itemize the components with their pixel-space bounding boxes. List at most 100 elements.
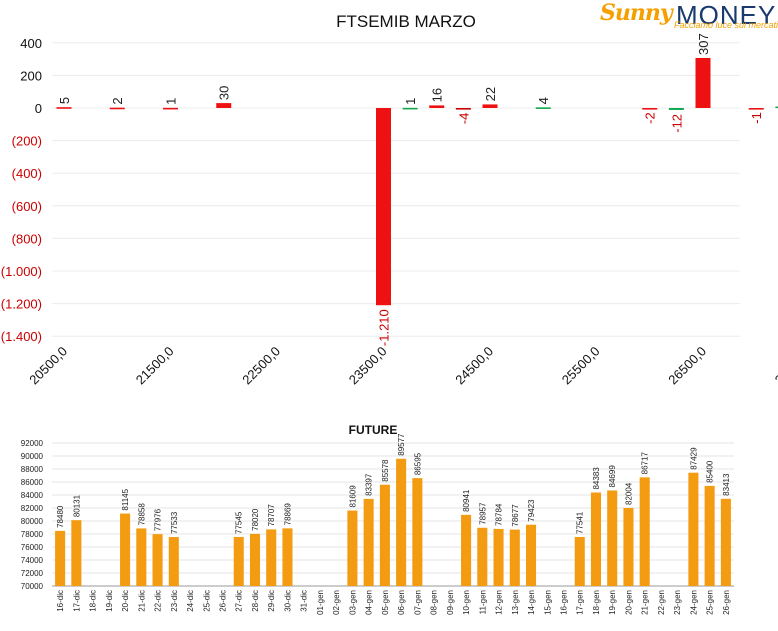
future-x-tick-label: 04-gen bbox=[365, 590, 374, 615]
options-data-label: 307 bbox=[696, 33, 711, 55]
future-x-tick-label: 11-gen bbox=[478, 590, 487, 614]
options-y-tick-label: (1.400) bbox=[1, 329, 42, 344]
options-y-tick-label: 0 bbox=[35, 101, 42, 116]
future-data-label: 89577 bbox=[397, 433, 406, 456]
future-x-tick-label: 30-dic bbox=[283, 590, 292, 612]
future-data-label: 77541 bbox=[576, 511, 585, 534]
future-data-label: 86595 bbox=[413, 452, 422, 475]
options-x-tick-label: 20500,0 bbox=[26, 344, 70, 388]
options-bar bbox=[216, 103, 232, 108]
future-y-tick-label: 76000 bbox=[21, 543, 44, 552]
options-bar bbox=[748, 108, 764, 110]
options-data-label: -12 bbox=[669, 114, 684, 133]
future-x-tick-label: 03-gen bbox=[348, 590, 357, 615]
future-y-tick-label: 90000 bbox=[21, 452, 44, 461]
future-bar bbox=[379, 484, 390, 586]
future-data-label: 78020 bbox=[251, 508, 260, 531]
options-x-tick-label: 25500,0 bbox=[559, 344, 603, 388]
future-x-tick-label: 06-gen bbox=[397, 590, 406, 615]
future-x-tick-label: 28-dic bbox=[251, 590, 260, 612]
future-x-tick-label: 25-dic bbox=[202, 590, 211, 612]
options-x-tick-label: 26500,0 bbox=[665, 344, 709, 388]
options-bar bbox=[56, 107, 72, 109]
future-x-tick-label: 19-dic bbox=[105, 590, 114, 612]
future-data-label: 78858 bbox=[137, 503, 146, 526]
future-y-tick-label: 92000 bbox=[21, 439, 44, 448]
future-data-label: 86717 bbox=[641, 452, 650, 475]
future-x-tick-label: 16-dic bbox=[56, 590, 65, 612]
future-y-tick-label: 72000 bbox=[21, 569, 44, 578]
future-data-label: 78957 bbox=[478, 502, 487, 525]
options-y-tick-label: (1.200) bbox=[1, 297, 42, 312]
future-x-tick-label: 07-gen bbox=[413, 590, 422, 615]
future-x-tick-label: 21-dic bbox=[137, 590, 146, 612]
options-data-label: 5 bbox=[57, 97, 72, 104]
future-x-tick-label: 16-gen bbox=[560, 590, 569, 615]
options-data-label: 22 bbox=[483, 87, 498, 101]
future-data-label: 78707 bbox=[267, 504, 276, 527]
options-data-label: -1.210 bbox=[377, 309, 392, 346]
future-bar bbox=[623, 507, 634, 586]
future-data-label: 83413 bbox=[722, 473, 731, 496]
future-data-label: 81145 bbox=[121, 488, 130, 510]
options-bar bbox=[376, 108, 391, 306]
options-y-tick-label: (800) bbox=[12, 231, 42, 246]
future-bar bbox=[71, 520, 82, 586]
options-data-label: 1 bbox=[164, 98, 179, 105]
future-x-tick-label: 29-dic bbox=[267, 590, 276, 612]
options-data-label: 9 bbox=[776, 96, 778, 103]
future-bar bbox=[168, 537, 179, 586]
future-x-tick-label: 22-dic bbox=[154, 590, 163, 612]
options-bar bbox=[455, 108, 471, 110]
brand-logo: Sunny MONEY Facciamo luce sui mercati bbox=[596, 0, 778, 34]
future-data-label: 78480 bbox=[56, 505, 65, 528]
future-bar bbox=[509, 529, 520, 586]
future-x-tick-label: 25-gen bbox=[706, 590, 715, 615]
future-data-label: 77533 bbox=[170, 511, 179, 534]
future-chart-title: FUTURE bbox=[349, 423, 398, 437]
options-data-label: -4 bbox=[456, 113, 471, 125]
brand-tagline: Facciamo luce sui mercati bbox=[674, 20, 778, 30]
future-x-tick-label: 15-gen bbox=[543, 590, 552, 615]
future-bar bbox=[720, 498, 731, 586]
future-bar bbox=[639, 477, 650, 586]
future-x-tick-label: 20-gen bbox=[624, 590, 633, 615]
future-x-tick-label: 26-gen bbox=[722, 590, 731, 615]
future-x-tick-label: 02-gen bbox=[332, 590, 341, 615]
options-y-tick-label: (200) bbox=[12, 134, 42, 149]
options-x-tick-label: 21500,0 bbox=[133, 344, 177, 388]
options-y-tick-label: 200 bbox=[20, 68, 42, 83]
options-chart-title: FTSEMIB MARZO bbox=[336, 12, 476, 31]
future-x-tick-label: 17-dic bbox=[72, 590, 81, 612]
future-x-tick-label: 23-dic bbox=[170, 590, 179, 612]
future-y-tick-label: 80000 bbox=[21, 517, 44, 526]
future-bar bbox=[55, 530, 66, 586]
options-bar bbox=[775, 106, 778, 109]
future-x-tick-label: 20-dic bbox=[121, 590, 130, 612]
options-data-label: 2 bbox=[110, 97, 125, 104]
future-x-tick-label: 14-gen bbox=[527, 590, 536, 615]
future-bar bbox=[574, 536, 585, 586]
future-bar bbox=[607, 490, 618, 586]
options-x-tick-label: 23500,0 bbox=[346, 344, 390, 388]
future-bar bbox=[152, 534, 163, 586]
future-bar bbox=[136, 528, 147, 586]
future-x-tick-label: 18-gen bbox=[592, 590, 601, 615]
future-x-tick-label: 24-gen bbox=[689, 590, 698, 615]
future-bar bbox=[688, 472, 699, 586]
future-data-label: 85400 bbox=[706, 460, 715, 483]
future-y-tick-label: 74000 bbox=[21, 556, 44, 565]
future-data-label: 84699 bbox=[608, 465, 617, 488]
future-y-tick-label: 70000 bbox=[21, 582, 44, 591]
future-data-label: 78677 bbox=[511, 504, 520, 527]
options-data-label: 4 bbox=[536, 97, 551, 104]
future-data-label: 87429 bbox=[689, 447, 698, 470]
future-x-tick-label: 31-dic bbox=[300, 590, 309, 612]
options-data-label: 16 bbox=[430, 88, 445, 102]
future-data-label: 77545 bbox=[235, 511, 244, 534]
future-bar bbox=[249, 533, 261, 586]
future-bar bbox=[590, 492, 602, 586]
future-bar bbox=[233, 536, 244, 586]
future-bar bbox=[120, 513, 131, 586]
